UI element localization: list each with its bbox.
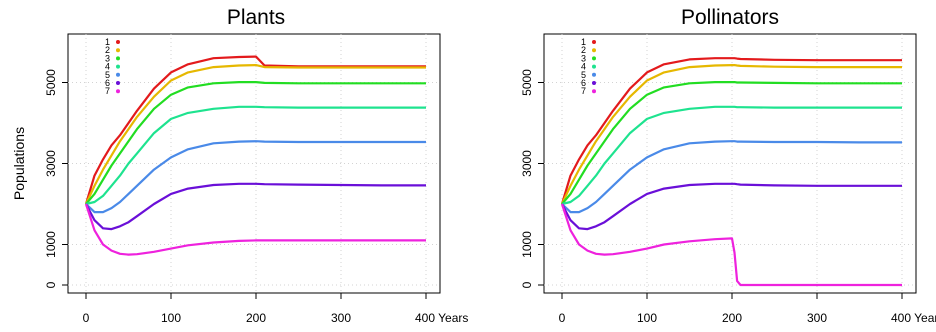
- legend-marker: [592, 64, 596, 69]
- legend-marker: [592, 72, 596, 77]
- chart-title: Plants: [227, 6, 285, 29]
- y-tick-label: 3000: [520, 150, 534, 177]
- x-tick-label: 200: [722, 311, 742, 325]
- x-tick-label: 100: [161, 311, 181, 325]
- series-line-5: [85, 140, 426, 214]
- y-tick-label: 5000: [520, 69, 534, 96]
- y-tick-label: 5000: [44, 69, 58, 96]
- y-tick-label: 0: [44, 281, 58, 288]
- legend-label: 1: [105, 37, 110, 47]
- legend-label: 6: [105, 78, 110, 88]
- x-tick-label: 400 Years: [415, 311, 468, 325]
- x-tick-label: 0: [559, 311, 566, 325]
- legend-label: 4: [581, 62, 586, 72]
- y-tick-label: 1000: [520, 231, 534, 258]
- series-line-2: [85, 63, 426, 205]
- legend-label: 6: [581, 78, 586, 88]
- legend-label: 3: [105, 53, 110, 63]
- series-line-4: [85, 105, 426, 206]
- series-line-3: [85, 80, 426, 205]
- legend-marker: [116, 56, 120, 61]
- x-tick-label: 100: [637, 311, 657, 325]
- y-tick-label: 0: [520, 281, 534, 288]
- series-line-1: [84, 55, 426, 205]
- y-axis-label: Populations: [11, 127, 27, 200]
- legend-label: 2: [105, 45, 110, 55]
- chart-title: Pollinators: [681, 6, 779, 29]
- legend-marker: [592, 48, 596, 53]
- legend-label: 3: [581, 53, 586, 63]
- legend-label: 7: [581, 86, 586, 96]
- legend-marker: [116, 64, 120, 69]
- legend-label: 1: [581, 37, 586, 47]
- series-line-1: [560, 57, 902, 205]
- series-line-6: [85, 182, 426, 231]
- x-tick-label: 300: [807, 311, 827, 325]
- chart-panel-1: Plants Populations 0 100 200 300 400 Years 0 100…: [11, 6, 468, 325]
- series-line-4: [561, 105, 902, 206]
- legend-marker: [592, 40, 596, 44]
- series-line-3: [561, 80, 902, 205]
- legend-marker: [116, 89, 120, 94]
- x-tick-label: 400 Years: [891, 311, 936, 325]
- series-line-6: [561, 182, 902, 231]
- legend-label: 7: [105, 86, 110, 96]
- legend-label: 4: [105, 62, 110, 72]
- x-tick-label: 200: [246, 311, 266, 325]
- series-line-2: [561, 63, 902, 205]
- y-tick-label: 3000: [44, 150, 58, 177]
- x-tick-label: 0: [83, 311, 90, 325]
- series-line-7: [560, 203, 902, 287]
- legend-label: 2: [581, 45, 586, 55]
- series-line-7: [84, 203, 426, 256]
- chart-panel-2: Pollinators 0 100 200 300 400 Years 0 1000 3000 5…: [520, 6, 936, 325]
- legend-marker: [116, 48, 120, 53]
- y-tick-label: 1000: [44, 231, 58, 258]
- legend-marker: [116, 81, 120, 85]
- legend-marker: [592, 56, 596, 61]
- x-tick-label: 300: [331, 311, 351, 325]
- legend-label: 5: [581, 70, 586, 80]
- legend-marker: [592, 89, 596, 94]
- legend-marker: [116, 72, 120, 77]
- legend-marker: [592, 81, 596, 85]
- legend-label: 5: [105, 70, 110, 80]
- series-line-5: [561, 140, 902, 214]
- legend-marker: [116, 40, 120, 44]
